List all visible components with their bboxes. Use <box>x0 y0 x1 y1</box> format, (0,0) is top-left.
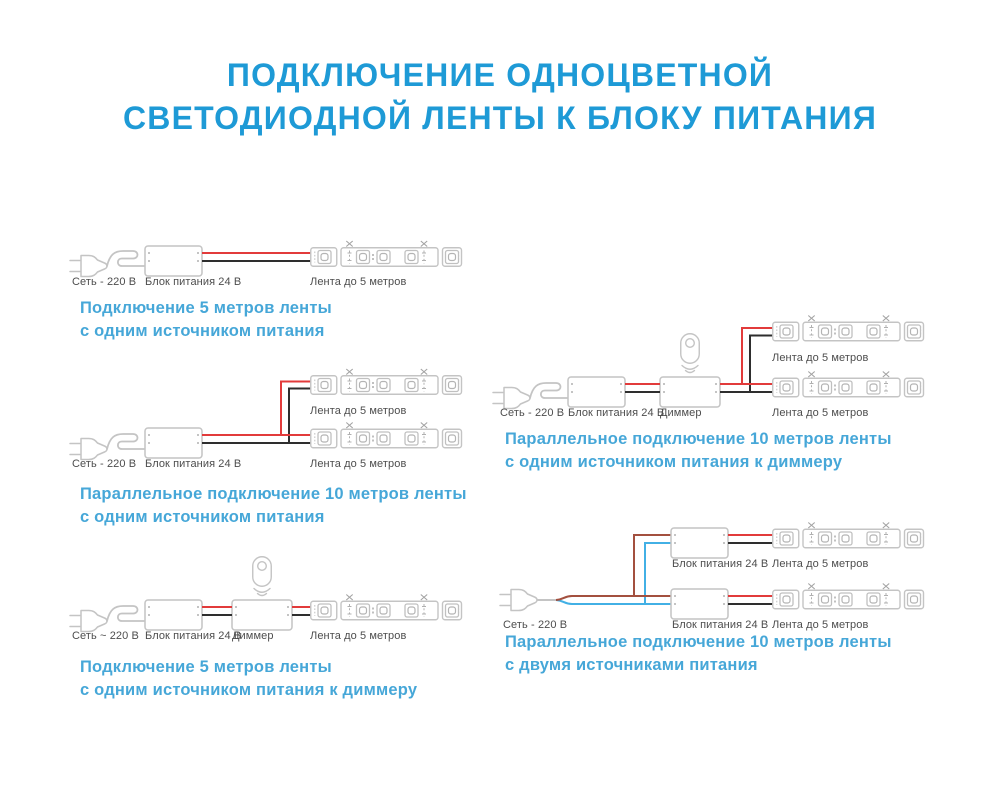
psu-label: Блок питания 24 В <box>568 407 665 419</box>
led-strip-icon <box>773 316 924 341</box>
strip-label: Лента до 5 метров <box>310 630 407 642</box>
dimmer-box <box>659 376 721 408</box>
wire-black-branch <box>288 387 313 443</box>
net-label: Сеть ~ 220 В <box>72 630 139 642</box>
dimmer-box <box>231 599 293 631</box>
caption-line2: с одним источником питания <box>80 508 325 526</box>
led-strip-icon <box>773 584 924 609</box>
net-label: Сеть - 220 В <box>500 407 565 419</box>
caption-line2: с одним источником питания <box>80 322 325 340</box>
plug-icon <box>492 386 531 410</box>
psu-box <box>144 427 203 459</box>
page-title: ПОДКЛЮЧЕНИЕ ОДНОЦВЕТНОЙ СВЕТОДИОДНОЙ ЛЕН… <box>0 54 1000 140</box>
wire-brown-branch <box>633 534 671 596</box>
caption-line2: с одним источником питания к диммеру <box>505 453 843 471</box>
caption-line1: Подключение 5 метров ленты <box>80 658 332 676</box>
strip-label: Лента до 5 метров <box>772 352 869 364</box>
dimmer-label: Диммер <box>232 630 274 642</box>
psu-box <box>567 376 626 408</box>
net-label: Сеть - 220 В <box>72 276 137 288</box>
caption-line1: Подключение 5 метров ленты <box>80 299 332 317</box>
remote-control-icon <box>252 556 272 597</box>
diagram-parallel-10m-dimmer <box>492 316 924 410</box>
plug-icon <box>69 254 108 278</box>
net-label: Сеть - 220 В <box>72 458 137 470</box>
wire-red-branch <box>741 327 775 384</box>
led-strip-icon <box>311 369 462 394</box>
power-cable <box>106 605 146 622</box>
wire-blue <box>555 599 671 605</box>
psu-label: Блок питания 24 В <box>672 619 769 631</box>
wire-red-branch <box>280 380 313 435</box>
diagram-parallel-10m-one-psu <box>69 369 462 461</box>
diagram-caption: Подключение 5 метров ленты с одним источ… <box>80 297 332 343</box>
diagram-single-5m <box>69 241 462 278</box>
strip-label: Лента до 5 метров <box>772 407 869 419</box>
wire-black-branch <box>749 334 775 392</box>
power-cable <box>106 433 146 450</box>
psu-box <box>144 245 203 277</box>
plug-icon <box>69 609 108 633</box>
caption-line2: с двумя источниками питания <box>505 656 758 674</box>
wire-red <box>728 534 775 597</box>
led-strip-icon <box>311 423 462 448</box>
psu-box <box>144 599 203 631</box>
psu-label: Блок питания 24 В <box>145 276 242 288</box>
wire-black <box>728 542 775 605</box>
strip-label: Лента до 5 метров <box>772 619 869 631</box>
diagram-caption: Подключение 5 метров ленты с одним источ… <box>80 656 417 702</box>
diagram-caption: Параллельное подключение 10 метров ленты… <box>505 631 892 677</box>
caption-line2: с одним источником питания к диммеру <box>80 681 418 699</box>
remote-control-icon <box>680 333 700 374</box>
led-strip-icon <box>311 595 462 620</box>
caption-line1: Параллельное подключение 10 метров ленты <box>505 633 892 651</box>
page-title-line1: ПОДКЛЮЧЕНИЕ ОДНОЦВЕТНОЙ <box>226 57 774 93</box>
caption-line1: Параллельное подключение 10 метров ленты <box>80 485 467 503</box>
diagram-caption: Параллельное подключение 10 метров ленты… <box>80 483 467 529</box>
plug-icon <box>499 588 538 612</box>
psu-box <box>670 588 729 620</box>
strip-label: Лента до 5 метров <box>310 405 407 417</box>
net-label: Сеть - 220 В <box>503 619 568 631</box>
power-cable <box>106 250 146 267</box>
wire-blue-branch <box>644 542 671 604</box>
strip-label: Лента до 5 метров <box>772 558 869 570</box>
power-cable <box>529 382 569 399</box>
diagram-parallel-10m-two-psu <box>499 523 924 620</box>
led-strip-icon <box>773 523 924 548</box>
dimmer-label: Диммер <box>660 407 702 419</box>
diagram-caption: Параллельное подключение 10 метров ленты… <box>505 428 892 474</box>
led-strip-icon <box>773 372 924 397</box>
page-title-line2: СВЕТОДИОДНОЙ ЛЕНТЫ К БЛОКУ ПИТАНИЯ <box>122 100 878 136</box>
strip-label: Лента до 5 метров <box>310 276 407 288</box>
diagram-single-5m-dimmer <box>69 556 462 633</box>
led-strip-icon <box>311 241 462 266</box>
strip-label: Лента до 5 метров <box>310 458 407 470</box>
psu-label: Блок питания 24 В <box>672 558 769 570</box>
plug-icon <box>69 437 108 461</box>
caption-line1: Параллельное подключение 10 метров ленты <box>505 430 892 448</box>
psu-label: Блок питания 24 В <box>145 458 242 470</box>
psu-box <box>670 527 729 559</box>
psu-label: Блок питания 24 В <box>145 630 242 642</box>
wire-brown <box>555 595 671 601</box>
